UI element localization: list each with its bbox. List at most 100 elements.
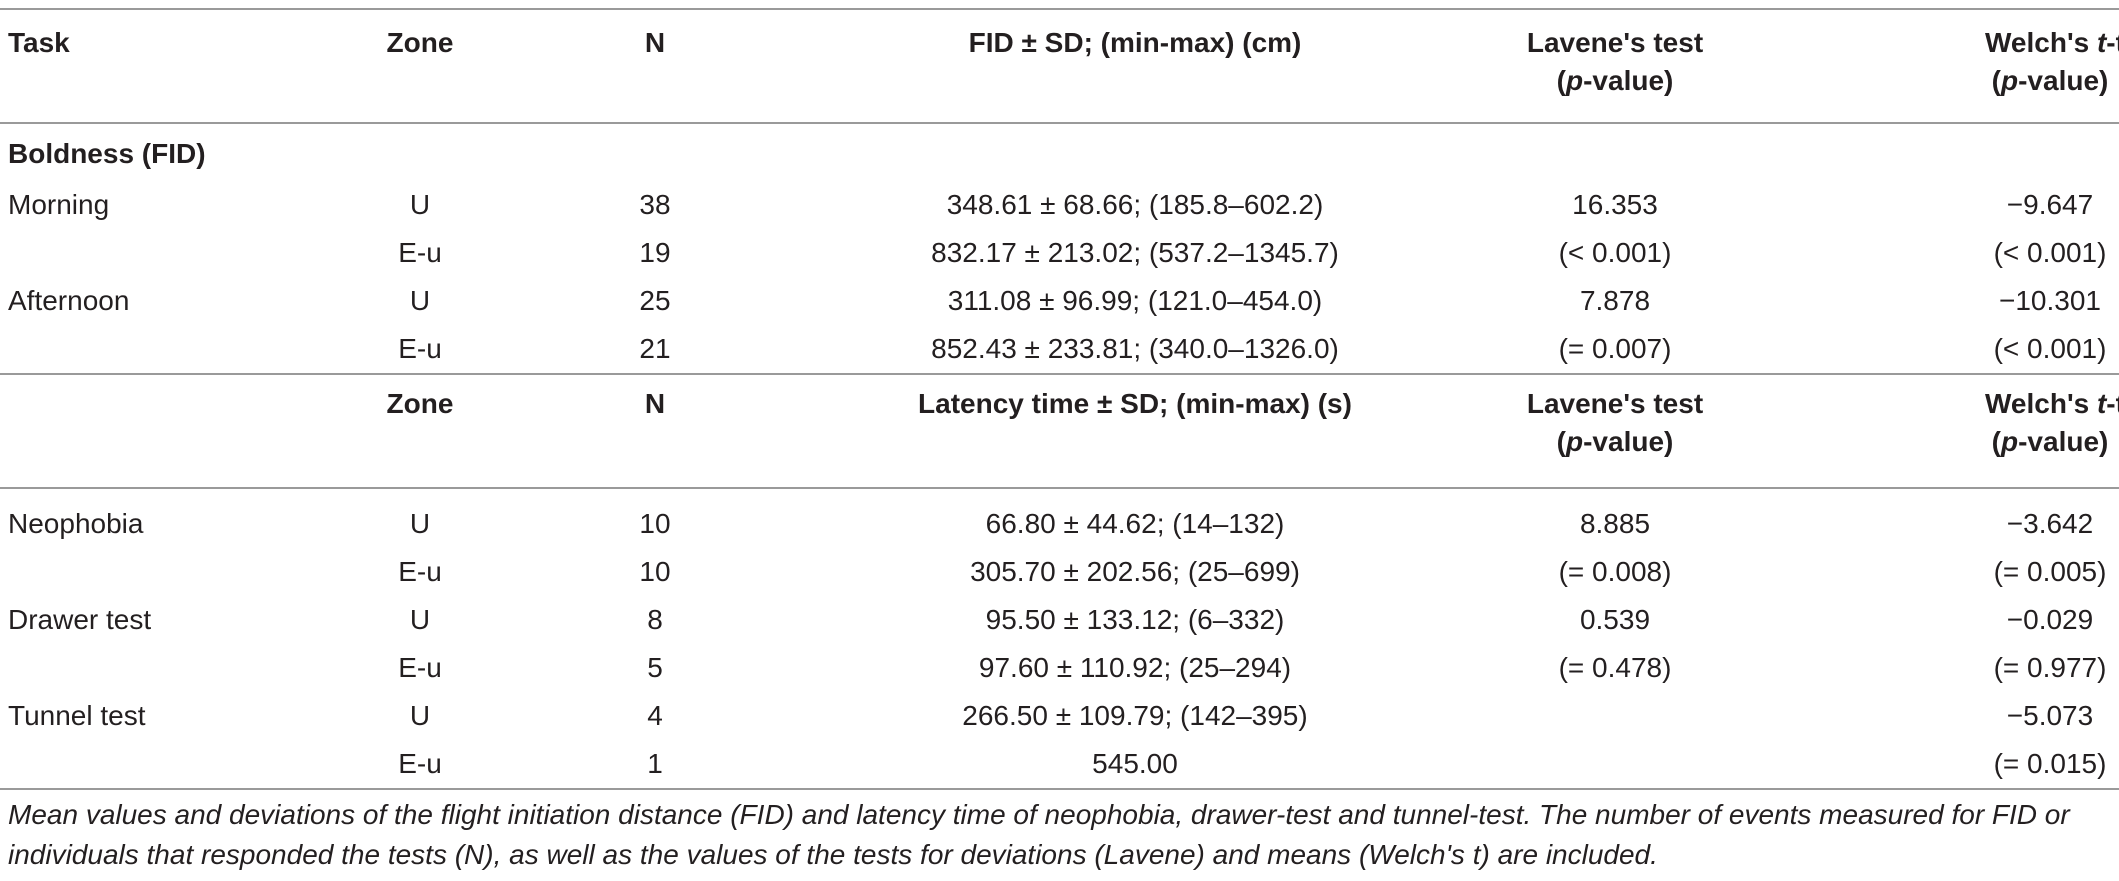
header-welch-p: p: [2000, 65, 2019, 96]
header-fid: FID ± SD; (min-max) (cm): [810, 8, 1460, 123]
cell-zone: U: [409, 604, 431, 635]
header-welch-suffix: -value): [2018, 65, 2109, 96]
cell-zone: U: [409, 285, 431, 316]
header-zone: Zone: [340, 8, 500, 123]
cell-value: 832.17 ± 213.02; (537.2–1345.7): [931, 237, 1339, 268]
cell-task: Morning: [8, 189, 110, 220]
subheader-latency: Latency time ± SD; (min-max) (s): [810, 373, 1460, 488]
cell-zone: U: [409, 700, 431, 731]
cell-task: Afternoon: [8, 285, 130, 316]
cell-value: 97.60 ± 110.92; (25–294): [978, 652, 1292, 683]
cell-welch: (< 0.001): [1993, 333, 2107, 364]
section-title: Boldness (FID): [0, 122, 340, 181]
table-row: Afternoon U 25 311.08 ± 96.99; (121.0–45…: [0, 277, 2119, 325]
cell-task: [0, 740, 340, 790]
header-lavene-suffix: -value): [1583, 65, 1674, 96]
cell-value: 852.43 ± 233.81; (340.0–1326.0): [931, 333, 1339, 364]
cell-value: 545.00: [810, 740, 1460, 790]
table-row: E-u 10 305.70 ± 202.56; (25–699) (= 0.00…: [0, 548, 2119, 596]
cell-n: 5: [647, 652, 663, 683]
section-heading-row: Boldness (FID): [0, 122, 2119, 181]
cell-zone: E-u: [398, 652, 442, 683]
cell-n: 8: [647, 604, 663, 635]
cell-n: 1: [500, 740, 810, 790]
table-row: E-u 19 832.17 ± 213.02; (537.2–1345.7) (…: [0, 229, 2119, 277]
cell-zone: U: [409, 189, 431, 220]
cell-welch: −3.642: [2006, 508, 2094, 539]
table-row: Morning U 38 348.61 ± 68.66; (185.8–602.…: [0, 181, 2119, 229]
subheader-welch: Welch's t-test (p-value): [1820, 373, 2119, 488]
cell-lavene: 16.353: [1572, 189, 1658, 220]
table-row: E-u 5 97.60 ± 110.92; (25–294) (= 0.478)…: [0, 644, 2119, 692]
header-n: N: [500, 8, 810, 123]
cell-lavene: 8.885: [1579, 508, 1651, 539]
cell-value: 66.80 ± 44.62; (14–132): [985, 508, 1285, 539]
subheader-zone: Zone: [340, 373, 500, 488]
table-subheader-row: Zone N Latency time ± SD; (min-max) (s) …: [0, 373, 2119, 488]
header-welch-pre: Welch's: [1985, 27, 2097, 58]
subheader-welch-suffix: -value): [2018, 426, 2109, 457]
cell-lavene: 7.878: [1579, 285, 1651, 316]
header-welch-post: -test: [2106, 27, 2119, 58]
cell-zone: E-u: [398, 333, 442, 364]
header-task: Task: [0, 8, 340, 123]
cell-task: [0, 325, 340, 374]
cell-task: Neophobia: [8, 508, 144, 539]
cell-welch: −5.073: [2006, 700, 2094, 731]
subheader-n: N: [500, 373, 810, 488]
cell-lavene: (= 0.478): [1558, 652, 1672, 683]
table-header-row: Task Zone N FID ± SD; (min-max) (cm) Lav…: [0, 8, 2119, 123]
subheader-welch-t: t: [2096, 388, 2107, 419]
cell-task: [0, 229, 340, 277]
cell-n: 21: [639, 333, 671, 364]
subheader-welch-post: -test: [2106, 388, 2119, 419]
cell-welch: −10.301: [1999, 285, 2101, 316]
table-row: Neophobia U 10 66.80 ± 44.62; (14–132) 8…: [0, 500, 2119, 548]
cell-value: 95.50 ± 133.12; (6–332): [985, 604, 1285, 635]
header-welch-t: t: [2096, 27, 2107, 58]
cell-welch: (< 0.001): [1993, 237, 2107, 268]
cell-n: 10: [639, 508, 671, 539]
subheader-lavene-title: Lavene's test: [1526, 388, 1704, 419]
table-row: Drawer test U 8 95.50 ± 133.12; (6–332) …: [0, 596, 2119, 644]
header-welch: Welch's t-test (p-value): [1820, 8, 2119, 123]
cell-n: 10: [639, 556, 671, 587]
table-row: E-u 21 852.43 ± 233.81; (340.0–1326.0) (…: [0, 325, 2119, 374]
cell-lavene: (< 0.001): [1558, 237, 1672, 268]
cell-welch: −9.647: [2006, 189, 2094, 220]
cell-task: Tunnel test: [8, 700, 146, 731]
table-caption: Mean values and deviations of the flight…: [8, 799, 2070, 870]
cell-lavene: (= 0.007): [1558, 333, 1672, 364]
cell-n: 4: [647, 700, 663, 731]
table-row: E-u 1 545.00 (= 0.015): [0, 740, 2119, 790]
header-lavene: Lavene's test (p-value): [1460, 8, 1820, 123]
results-table: Task Zone N FID ± SD; (min-max) (cm) Lav…: [0, 8, 2119, 790]
cell-value: 311.08 ± 96.99; (121.0–454.0): [947, 285, 1323, 316]
cell-task: Drawer test: [8, 604, 152, 635]
header-lavene-title: Lavene's test: [1526, 27, 1704, 58]
table-row: Tunnel test U 4 266.50 ± 109.79; (142–39…: [0, 692, 2119, 740]
cell-task: [0, 548, 340, 596]
cell-n: 25: [639, 285, 671, 316]
subheader-lavene-p: p: [1565, 426, 1584, 457]
cell-lavene: 0.539: [1579, 604, 1651, 635]
subheader-lavene-suffix: -value): [1583, 426, 1674, 457]
cell-lavene: (= 0.008): [1558, 556, 1672, 587]
header-lavene-p: p: [1565, 65, 1584, 96]
subheader-lavene: Lavene's test (p-value): [1460, 373, 1820, 488]
cell-zone: U: [409, 508, 431, 539]
cell-zone: E-u: [340, 740, 500, 790]
cell-value: 266.50 ± 109.79; (142–395): [962, 700, 1308, 731]
cell-zone: E-u: [398, 556, 442, 587]
cell-task: [0, 644, 340, 692]
cell-n: 38: [639, 189, 671, 220]
cell-welch: (= 0.977): [1993, 652, 2107, 683]
subheader-welch-p: p: [2000, 426, 2019, 457]
cell-zone: E-u: [398, 237, 442, 268]
cell-value: 348.61 ± 68.66; (185.8–602.2): [946, 189, 1324, 220]
cell-value: 305.70 ± 202.56; (25–699): [970, 556, 1300, 587]
subheader-welch-pre: Welch's: [1985, 388, 2097, 419]
cell-welch: −0.029: [2006, 604, 2094, 635]
cell-welch: (= 0.005): [1993, 556, 2107, 587]
